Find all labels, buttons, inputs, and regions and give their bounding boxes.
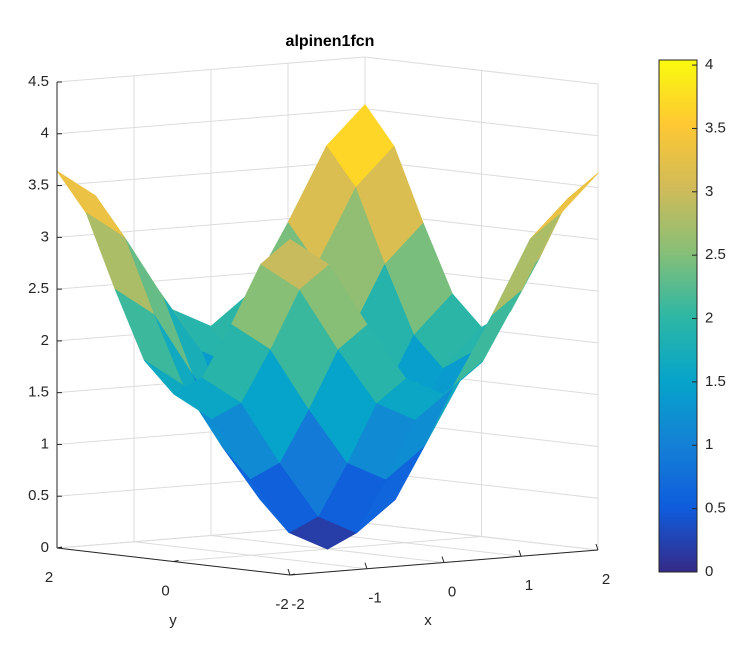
colorbar-tick-label: 1 (705, 436, 713, 453)
x-tick (441, 556, 445, 563)
z-tick-label: 3 (41, 228, 49, 245)
y-tick (289, 573, 296, 576)
z-tick-label: 2.5 (28, 280, 49, 297)
z-tick-label: 2 (41, 332, 49, 349)
chart-title: alpinen1fcn (286, 33, 375, 50)
colorbar-tick-label: 3 (705, 183, 713, 200)
x-axis-label: x (424, 612, 432, 629)
x-tick-label: 1 (525, 577, 533, 594)
colorbar-tick-label: 0 (705, 563, 713, 580)
colorbar-tick-label: 3.5 (705, 119, 726, 136)
z-tick-label: 3.5 (28, 177, 49, 194)
z-tick-label: 0 (41, 539, 49, 556)
x-tick-label: -2 (291, 596, 304, 613)
colorbar-tick-label: 2.5 (705, 246, 726, 263)
z-tick-label: 4 (41, 125, 49, 142)
x-tick (518, 550, 522, 557)
z-tick-label: 0.5 (28, 487, 49, 504)
x-tick-label: 0 (448, 583, 456, 600)
surface-patch (260, 239, 329, 290)
colorbar-tick-label: 0.5 (705, 500, 726, 517)
y-tick-label: 2 (45, 569, 53, 586)
x-tick (595, 543, 599, 551)
z-tick-label: 4.5 (28, 73, 49, 90)
colorbar-tick-label: 4 (705, 56, 713, 73)
surface-patch (491, 214, 560, 317)
colorbar-tick-label: 1.5 (705, 373, 726, 390)
z-tick-label: 1.5 (28, 384, 49, 401)
x-tick-label: 2 (602, 571, 610, 588)
x-tick (287, 568, 291, 576)
surface-patch (529, 172, 599, 240)
y-tick (173, 560, 179, 562)
axes: 0 0.5 1 1.5 2 2.5 3 3.5 4 4.5 -2 -1 0 1 2 -2 0 2 (28, 73, 610, 613)
colorbar-tick-label: 2 (705, 310, 713, 327)
x-tick-label: -1 (368, 590, 381, 607)
y-tick-label: 0 (161, 582, 169, 599)
surface (56, 104, 599, 550)
z-tick-label: 1 (41, 435, 49, 452)
y-tick-label: -2 (275, 596, 288, 613)
x-tick (364, 562, 368, 569)
colorbar (658, 59, 698, 573)
y-tick (56, 546, 63, 549)
y-axis-label: y (169, 612, 177, 629)
